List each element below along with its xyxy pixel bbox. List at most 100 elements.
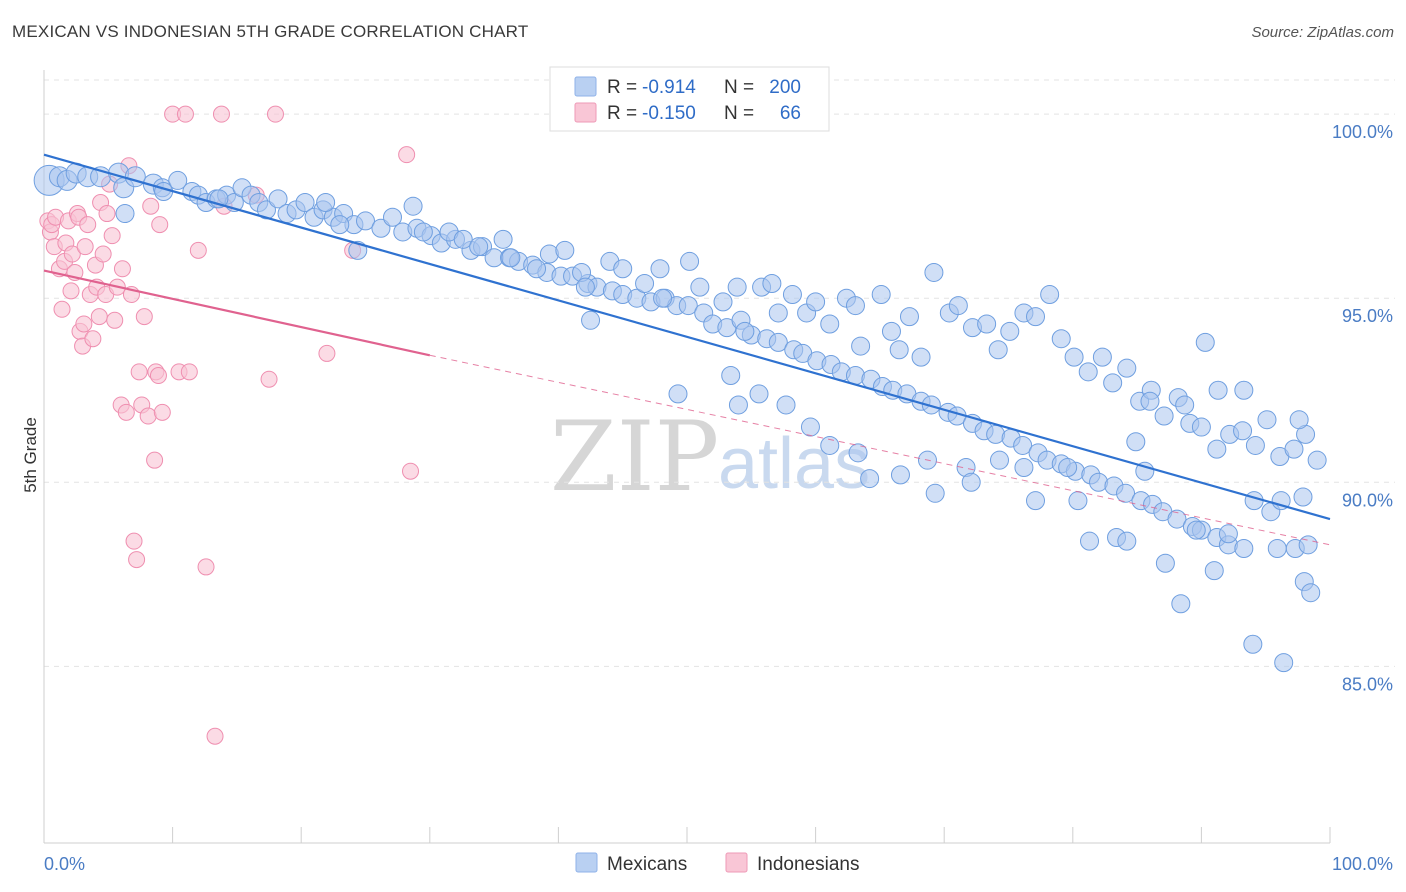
- mexican-point-198: [1155, 553, 1175, 573]
- mexican-point-137: [845, 296, 865, 316]
- indonesian-point-65: [398, 146, 416, 164]
- mexican-point-90: [1116, 483, 1136, 503]
- mexican-point-176: [721, 366, 741, 386]
- indonesian-point-42: [135, 308, 153, 326]
- mexican-point-100: [115, 204, 135, 224]
- mexican-point-186: [925, 483, 945, 503]
- gridlines: [44, 79, 1395, 667]
- legend-swatch-indonesians: [574, 102, 597, 123]
- watermark-zip: ZIP: [550, 401, 719, 513]
- mexican-point-113: [527, 259, 547, 279]
- legend-r-label-2: R =: [607, 103, 637, 124]
- watermark-atlas: atlas: [718, 424, 870, 504]
- legend-swatch-mexicans: [574, 76, 597, 97]
- mexican-point-121: [635, 273, 655, 293]
- y-axis-label: 5th Grade: [21, 417, 40, 493]
- indonesian-point-28: [98, 205, 116, 223]
- indonesian-point-18: [76, 238, 94, 256]
- mexican-point-118: [581, 310, 601, 330]
- mexican-point-123: [653, 288, 673, 308]
- mexican-point-142: [899, 307, 919, 327]
- legend-n-value-2: 66: [780, 103, 801, 124]
- bottom-swatch-mexicans: [575, 852, 598, 873]
- legend-r-value-1: -0.914: [642, 77, 696, 98]
- mexican-point-80: [986, 424, 1006, 444]
- mexican-point-175: [668, 384, 688, 404]
- legend-n-label-1: N =: [724, 77, 754, 98]
- indonesian-point-19: [79, 216, 97, 234]
- mexican-point-134: [806, 292, 826, 312]
- mexican-point-202: [1218, 524, 1238, 544]
- mexican-point-169: [1245, 435, 1265, 455]
- mexican-point-168: [1234, 380, 1254, 400]
- indonesian-point-17: [75, 315, 93, 333]
- indonesian-point-49: [153, 403, 171, 421]
- mexican-point-139: [871, 285, 891, 305]
- y-tick-label-3: 100.0%: [1332, 122, 1393, 142]
- mexican-point-115: [555, 240, 575, 260]
- mexican-point-104: [330, 215, 350, 235]
- mexican-point-154: [1051, 329, 1071, 349]
- mexican-point-174: [1307, 450, 1327, 470]
- x-tick-label-0: 0.0%: [44, 854, 85, 874]
- mexican-point-120: [613, 259, 633, 279]
- mexican-point-22: [268, 189, 288, 209]
- mexican-point-117: [575, 277, 595, 297]
- mexican-point-194: [1080, 531, 1100, 551]
- indonesian-point-64: [402, 462, 420, 480]
- indonesian-point-31: [106, 311, 124, 329]
- mexican-point-141: [889, 340, 909, 360]
- indonesian-point-6: [53, 300, 71, 318]
- y-tick-label-0: 85.0%: [1342, 674, 1393, 694]
- mexican-point-216: [1208, 380, 1228, 400]
- indonesian-point-35: [117, 403, 135, 421]
- mexican-point-107: [413, 222, 433, 242]
- mexican-point-204: [1267, 539, 1287, 559]
- stats-legend: R = -0.914 N = 200 R = -0.150 N = 66: [549, 66, 830, 132]
- mexican-point-209: [1293, 487, 1313, 507]
- mexican-point-190: [1014, 458, 1034, 478]
- legend-n-value-1: 200: [769, 77, 801, 98]
- mexican-point-31: [356, 211, 375, 231]
- mexican-point-212: [1140, 391, 1160, 411]
- trendlines: [43, 153, 1331, 546]
- indonesian-point-62: [318, 344, 336, 362]
- mexican-point-172: [1284, 439, 1304, 459]
- indonesian-point-34: [113, 260, 131, 278]
- indonesian-point-56: [206, 727, 224, 745]
- mexican-point-112: [501, 248, 521, 268]
- indonesian-point-26: [94, 245, 112, 263]
- mexican-point-217: [1233, 421, 1253, 441]
- mexican-point-208: [1301, 583, 1321, 603]
- mexican-point-122: [650, 259, 670, 279]
- mexican-point-218: [1244, 491, 1264, 511]
- tick-labels: 85.0% 90.0% 95.0% 100.0% 0.0% 100.0%: [44, 122, 1393, 874]
- mexican-point-82: [1013, 435, 1033, 455]
- mexican-point-94: [1167, 509, 1187, 529]
- indonesian-point-48: [151, 216, 169, 234]
- mexican-point-166: [1207, 439, 1227, 459]
- mexican-point-170: [1257, 410, 1277, 430]
- bottom-swatch-indonesians: [725, 852, 748, 873]
- mexican-point-32: [371, 218, 391, 238]
- mexican-point-184: [890, 465, 910, 485]
- indonesian-point-39: [128, 551, 146, 569]
- mexican-point-132: [782, 285, 802, 305]
- mexican-point-156: [1078, 362, 1098, 382]
- mexican-point-146: [948, 296, 968, 316]
- mexican-point-189: [989, 450, 1009, 470]
- mexican-point-178: [749, 384, 769, 404]
- bottom-legend-mexicans: Mexicans: [607, 854, 687, 875]
- mexican-point-63: [768, 332, 788, 352]
- mexican-point-130: [762, 273, 782, 293]
- mexican-point-152: [1026, 307, 1046, 327]
- y-tick-label-2: 95.0%: [1342, 306, 1393, 326]
- mexican-point-210: [1289, 410, 1309, 430]
- mexican-point-155: [1064, 347, 1084, 367]
- indonesian-point-61: [266, 105, 284, 123]
- mexican-point-143: [911, 347, 931, 367]
- axes: [43, 70, 1331, 844]
- mexican-point-191: [1026, 491, 1046, 511]
- indonesian-point-60: [260, 370, 278, 388]
